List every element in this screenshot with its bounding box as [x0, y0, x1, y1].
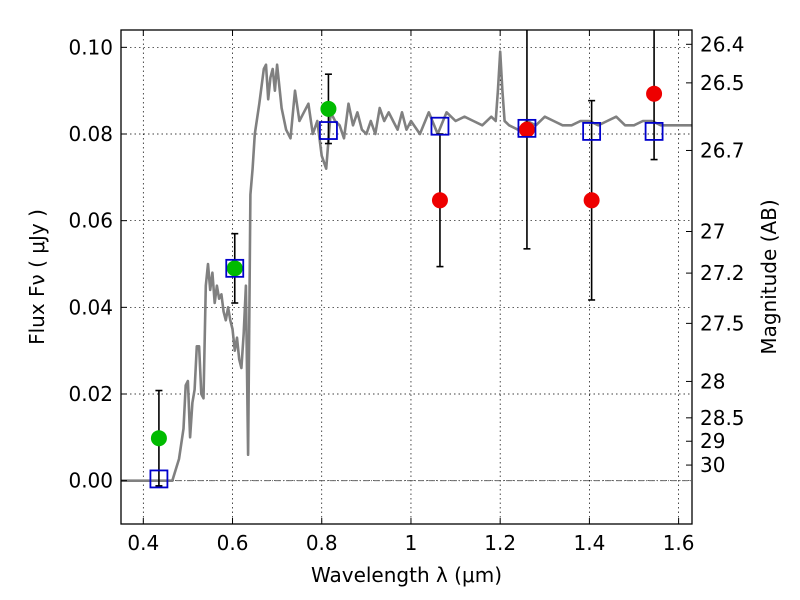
circle-green-marker: [150, 430, 167, 447]
model-square-marker: [225, 258, 245, 278]
right-tick-label: 28: [700, 369, 725, 393]
model-square-marker: [319, 121, 338, 140]
circle-red-marker: [583, 192, 600, 209]
right-tick-label: 27: [700, 220, 725, 244]
right-tick-label: 28.5: [700, 406, 745, 430]
right-tick-label: 30: [700, 453, 725, 477]
x-tick-label: 1.6: [663, 531, 695, 555]
x-tick-label: 0.8: [306, 531, 338, 555]
right-tick-label: 26.7: [700, 138, 745, 162]
model-square-marker: [149, 469, 169, 489]
right-tick-label: 26.4: [700, 32, 745, 56]
x-tick-label: 0.4: [127, 531, 159, 555]
right-tick-label: 29: [700, 429, 725, 453]
right-tick-label: 27.5: [700, 311, 745, 335]
data-markers: [149, 85, 664, 489]
circle-red-marker: [518, 121, 535, 138]
y-tick-label: 0.10: [68, 35, 113, 59]
model-square-marker: [582, 122, 602, 141]
x-tick-label: 0.6: [217, 531, 249, 555]
right-tick-label: 26.5: [700, 71, 745, 95]
y-tick-label: 0.02: [68, 382, 113, 406]
model-square-marker: [430, 116, 450, 136]
model-square-marker: [517, 118, 537, 138]
y-tick-label: 0.08: [68, 122, 113, 146]
circle-green-marker: [320, 100, 337, 117]
axis-ticks: 0.4 0.6 0.8 1 1.2 1.4 1.6 0.00 0.02 0.04 0.06 0.08 0…: [68, 30, 745, 555]
y-tick-label: 0.06: [68, 209, 113, 233]
circle-green-marker: [226, 260, 243, 277]
x-axis-title: Wavelength λ (μm): [311, 563, 502, 587]
circle-red-marker: [646, 85, 663, 102]
y-axis-title: Flux Fν ( μJy ): [25, 209, 49, 345]
y-tick-label: 0.04: [68, 295, 113, 319]
circle-red-marker: [431, 192, 448, 209]
plot-frame: [120, 29, 693, 525]
y-tick-label: 0.00: [68, 469, 113, 493]
x-tick-label: 1.4: [573, 531, 605, 555]
x-tick-label: 1: [405, 531, 418, 555]
right-axis-title: Magnitude (AB): [757, 199, 781, 354]
x-tick-label: 1.2: [484, 531, 516, 555]
model-square-marker: [644, 122, 664, 141]
right-tick-label: 27.2: [700, 261, 745, 285]
